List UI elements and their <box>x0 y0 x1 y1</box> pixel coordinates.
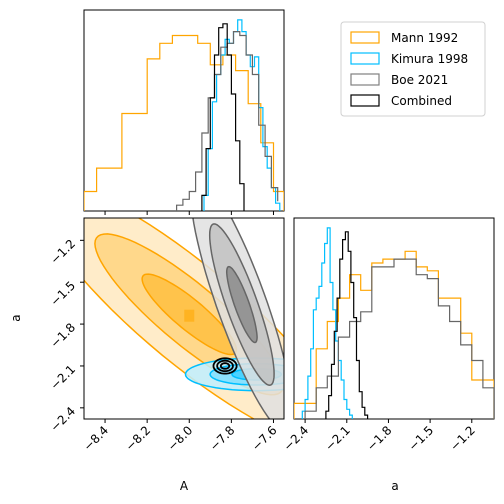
histogram-mann-1992 <box>84 34 284 211</box>
x-tick-label: −2.4 <box>281 423 312 454</box>
legend-entry-mann-1992: Mann 1992 <box>350 31 458 45</box>
histogram-boe-2021 <box>304 258 494 419</box>
panel-frame <box>83 9 285 212</box>
contours-mann-1992 <box>84 218 284 419</box>
legend-entry-kimura-1998: Kimura 1998 <box>350 52 468 66</box>
y-tick-label: −2.1 <box>48 362 79 393</box>
x-tick-label: −8.4 <box>81 423 112 454</box>
legend-label: Kimura 1998 <box>391 52 468 66</box>
marginal-A-panel <box>83 9 285 215</box>
x-axis-label-a: a <box>391 479 398 493</box>
x-tick-label: −1.2 <box>447 423 478 454</box>
density-peak-mann-1992 <box>184 309 195 322</box>
y-tick-label: −1.2 <box>48 237 79 268</box>
contour-group <box>84 218 284 419</box>
y-axis-label-a: a <box>9 314 23 321</box>
x-axis-label-A: A <box>180 479 189 493</box>
contours-combined <box>212 357 238 375</box>
histogram-combined <box>325 231 369 419</box>
marginal-a-panel: −2.4 −2.1 −1.8 −1.5 −1.2 <box>281 217 495 454</box>
histogram-mann-1992 <box>294 250 494 419</box>
legend-swatch <box>350 94 380 107</box>
legend-label: Boe 2021 <box>391 73 448 87</box>
histogram-combined <box>201 23 245 211</box>
legend-label: Mann 1992 <box>391 31 458 45</box>
legend-swatch <box>350 31 380 44</box>
x-tick-label: −1.5 <box>406 423 437 454</box>
contour-level <box>216 359 234 373</box>
legend-swatch <box>350 52 380 65</box>
x-tick-label: −7.6 <box>249 423 280 454</box>
contours-boe-2021 <box>192 218 284 419</box>
panel-frame <box>83 217 285 420</box>
x-tick-label: −1.8 <box>364 423 395 454</box>
contour-level <box>212 357 238 375</box>
histogram-kimura-1998 <box>203 19 281 211</box>
legend-swatch <box>350 73 380 86</box>
y-tick-label: −1.8 <box>48 320 79 351</box>
legend-label: Combined <box>391 94 452 108</box>
legend-entry-boe-2021: Boe 2021 <box>350 73 448 87</box>
legend-frame <box>340 21 486 117</box>
x-tick-label: −7.8 <box>207 423 238 454</box>
panel-frame <box>293 217 495 420</box>
legend: Mann 1992 Kimura 1998 Boe 2021 Combined <box>340 21 486 117</box>
contour-level <box>219 362 231 370</box>
histogram-kimura-1998 <box>301 227 353 419</box>
x-tick-label: −2.1 <box>322 423 353 454</box>
y-tick-label: −1.5 <box>48 278 79 309</box>
y-tick-label: −2.4 <box>48 404 79 435</box>
contour-level <box>225 265 258 344</box>
joint-panel: −8.4 −8.2 −8.0 −7.8 −7.6 −2.4 −2.1 −1.8 −1.5 −1.2 <box>48 217 285 454</box>
legend-entry-combined: Combined <box>350 94 452 108</box>
x-tick-label: −8.2 <box>123 423 154 454</box>
x-tick-label: −8.0 <box>165 423 196 454</box>
